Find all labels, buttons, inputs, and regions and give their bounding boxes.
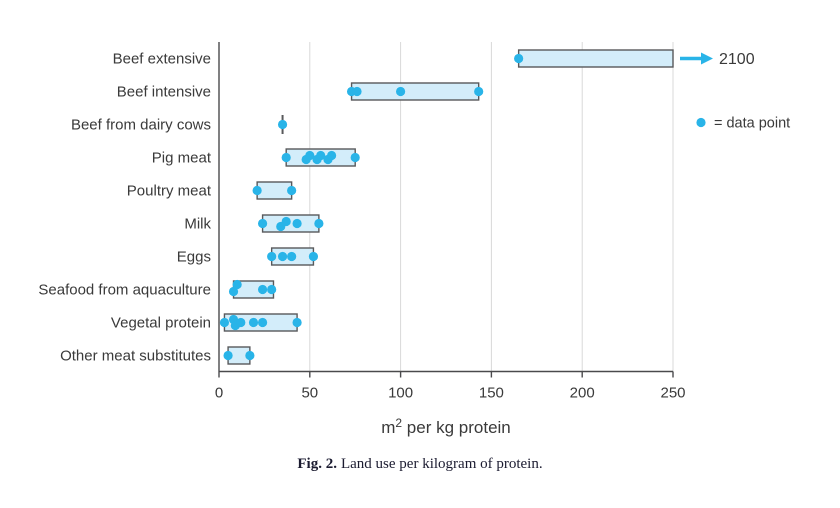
data-point-dot bbox=[292, 317, 302, 328]
legend-label: = data point bbox=[714, 116, 790, 132]
data-point-dot bbox=[316, 150, 326, 161]
legend-dot-icon bbox=[696, 117, 706, 128]
data-point-dot bbox=[350, 152, 360, 163]
data-point-dot bbox=[245, 350, 255, 361]
data-point-dot bbox=[281, 216, 291, 227]
x-tick-label: 150 bbox=[479, 385, 504, 402]
overflow-arrowhead-icon bbox=[701, 52, 713, 65]
data-point-dot bbox=[305, 150, 315, 161]
data-point-dot bbox=[277, 119, 288, 130]
category-label: Eggs bbox=[177, 249, 211, 266]
caption-label: Fig. 2. bbox=[297, 456, 337, 472]
data-point-dot bbox=[257, 317, 268, 328]
figure-caption: Fig. 2. Land use per kilogram of protein. bbox=[0, 456, 840, 473]
data-point-dot bbox=[514, 53, 524, 64]
overflow-label: 2100 bbox=[719, 51, 755, 68]
x-tick-label: 0 bbox=[215, 385, 223, 402]
range-bar bbox=[517, 49, 674, 68]
category-label: Beef from dairy cows bbox=[71, 117, 211, 134]
x-tick-label: 100 bbox=[388, 385, 413, 402]
x-axis-title: m2 per kg protein bbox=[381, 416, 511, 437]
range-bar bbox=[256, 181, 293, 200]
data-point-dot bbox=[326, 150, 337, 161]
data-point-dot bbox=[223, 350, 233, 361]
category-label: Pig meat bbox=[152, 150, 212, 167]
data-point-dot bbox=[252, 185, 262, 196]
data-point-dot bbox=[314, 218, 324, 229]
category-label: Seafood from aquaculture bbox=[38, 282, 211, 299]
data-point-dot bbox=[236, 317, 246, 328]
category-label: Other meat substitutes bbox=[60, 348, 211, 365]
data-point-dot bbox=[267, 284, 277, 295]
range-bar bbox=[350, 82, 480, 101]
data-point-dot bbox=[267, 251, 277, 262]
data-point-dot bbox=[257, 218, 268, 229]
category-label: Milk bbox=[184, 216, 211, 233]
data-point-dot bbox=[287, 251, 297, 262]
data-point-dot bbox=[281, 152, 291, 163]
x-tick-label: 200 bbox=[570, 385, 595, 402]
data-point-dot bbox=[248, 317, 259, 328]
range-bar bbox=[261, 214, 320, 233]
category-label: Poultry meat bbox=[127, 183, 212, 200]
data-point-dot bbox=[474, 86, 484, 97]
data-point-dot bbox=[257, 284, 268, 295]
category-label: Beef extensive bbox=[113, 51, 211, 68]
x-tick-label: 250 bbox=[660, 385, 685, 402]
data-point-dot bbox=[352, 86, 362, 97]
data-point-dot bbox=[232, 279, 242, 290]
data-point-dot bbox=[219, 317, 230, 328]
land-use-chart: 0 50 100 150 200 250 Beef extensive 2100 Beef in… bbox=[38, 42, 790, 437]
x-tick-label: 50 bbox=[301, 385, 318, 402]
data-point-dot bbox=[292, 218, 302, 229]
data-point-dot bbox=[287, 185, 297, 196]
category-label: Vegetal protein bbox=[111, 315, 211, 332]
data-point-dot bbox=[228, 286, 239, 297]
category-label: Beef intensive bbox=[117, 84, 211, 101]
data-point-dot bbox=[277, 251, 288, 262]
caption-text: Land use per kilogram of protein. bbox=[340, 456, 543, 472]
data-point-dot bbox=[308, 251, 319, 262]
data-point-dot bbox=[396, 86, 406, 97]
